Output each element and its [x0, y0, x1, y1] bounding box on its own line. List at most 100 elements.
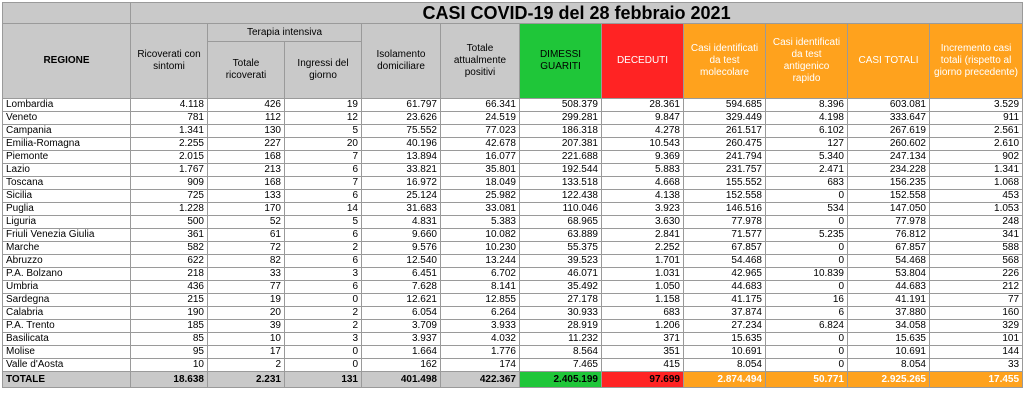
data-cell: 12 — [284, 111, 362, 125]
data-cell: 6.054 — [361, 306, 441, 320]
header-casi-totali: CASI TOTALI — [847, 23, 930, 99]
data-cell: 67.857 — [683, 241, 766, 255]
data-cell: 133.518 — [519, 176, 602, 190]
data-cell: 10 — [207, 332, 285, 346]
total-cell: 422.367 — [440, 371, 520, 388]
region-name: Marche — [2, 241, 131, 255]
region-name: Sardegna — [2, 293, 131, 307]
data-cell: 4.118 — [130, 98, 208, 112]
data-cell: 261.517 — [683, 124, 766, 138]
data-cell: 174 — [440, 358, 520, 372]
data-cell: 35.492 — [519, 280, 602, 294]
region-name: Veneto — [2, 111, 131, 125]
data-cell: 911 — [928, 111, 1024, 125]
data-cell: 508.379 — [519, 98, 602, 112]
total-cell: 17.455 — [928, 371, 1024, 388]
data-cell: 44.683 — [683, 280, 766, 294]
table-row: Calabria 190 20 2 6.054 6.264 30.933 683 37.874 6… — [2, 306, 1024, 320]
data-cell: 4.138 — [601, 189, 684, 203]
header-incremento: Incremento casi totali (rispetto al gior… — [928, 23, 1024, 99]
data-cell: 1.050 — [601, 280, 684, 294]
table-row: Abruzzo 622 82 6 12.540 13.244 39.523 1.701 54.4… — [2, 254, 1024, 268]
data-cell: 34.058 — [847, 319, 930, 333]
total-cell: 401.498 — [361, 371, 441, 388]
data-cell: 15.635 — [847, 332, 930, 346]
data-cell: 162 — [361, 358, 441, 372]
data-cell: 5.883 — [601, 163, 684, 177]
data-cell: 0 — [284, 345, 362, 359]
data-cell: 1.053 — [928, 202, 1024, 216]
total-cell: 131 — [284, 371, 362, 388]
data-cell: 1.031 — [601, 267, 684, 281]
data-cell: 10.691 — [683, 345, 766, 359]
data-cell: 2.610 — [928, 137, 1024, 151]
data-cell: 30.933 — [519, 306, 602, 320]
data-cell: 9.576 — [361, 241, 441, 255]
header-positivi: Totale attualmente positivi — [440, 23, 520, 99]
table-row: Umbria 436 77 6 7.628 8.141 35.492 1.050 44.683 0… — [2, 280, 1024, 294]
data-cell: 7 — [284, 176, 362, 190]
data-cell: 0 — [284, 358, 362, 372]
data-cell: 54.468 — [847, 254, 930, 268]
data-cell: 3.529 — [928, 98, 1024, 112]
data-cell: 6.702 — [440, 267, 520, 281]
data-cell: 260.602 — [847, 137, 930, 151]
data-cell: 6 — [284, 280, 362, 294]
data-cell: 6.824 — [765, 319, 848, 333]
table-row: Valle d'Aosta 10 2 0 162 174 7.465 415 8.054 0 8.0… — [2, 358, 1024, 372]
data-cell: 0 — [765, 332, 848, 346]
total-label: TOTALE — [2, 371, 131, 388]
data-cell: 8.564 — [519, 345, 602, 359]
data-cell: 1.776 — [440, 345, 520, 359]
data-cell: 6.264 — [440, 306, 520, 320]
data-cell: 6 — [284, 254, 362, 268]
data-cell: 415 — [601, 358, 684, 372]
table-row: Toscana 909 168 7 16.972 18.049 133.518 4.668 15… — [2, 176, 1024, 190]
data-cell: 9.660 — [361, 228, 441, 242]
data-cell: 3.937 — [361, 332, 441, 346]
region-name: Emilia-Romagna — [2, 137, 131, 151]
data-cell: 227 — [207, 137, 285, 151]
table-row: Friuli Venezia Giulia 361 61 6 9.660 10.082 63… — [2, 228, 1024, 242]
data-cell: 8.054 — [683, 358, 766, 372]
data-cell: 20 — [207, 306, 285, 320]
covid-table: CASI COVID-19 del 28 febbraio 2021 REGIO… — [2, 2, 1024, 388]
data-cell: 3.933 — [440, 319, 520, 333]
region-name: Lazio — [2, 163, 131, 177]
data-cell: 2.561 — [928, 124, 1024, 138]
data-cell: 39 — [207, 319, 285, 333]
data-cell: 0 — [765, 215, 848, 229]
data-cell: 603.081 — [847, 98, 930, 112]
data-cell: 9.369 — [601, 150, 684, 164]
data-cell: 168 — [207, 176, 285, 190]
region-name: Calabria — [2, 306, 131, 320]
data-cell: 67.857 — [847, 241, 930, 255]
region-name: Abruzzo — [2, 254, 131, 268]
total-cell: 50.771 — [765, 371, 848, 388]
data-cell: 2.471 — [765, 163, 848, 177]
data-cell: 71.577 — [683, 228, 766, 242]
data-cell: 1.228 — [130, 202, 208, 216]
data-cell: 902 — [928, 150, 1024, 164]
data-cell: 61.797 — [361, 98, 441, 112]
table-row: P.A. Bolzano 218 33 3 6.451 6.702 46.071 1.031 4… — [2, 267, 1024, 281]
region-name: Toscana — [2, 176, 131, 190]
data-cell: 2.841 — [601, 228, 684, 242]
table-row: Liguria 500 52 5 4.831 5.383 68.965 3.630 77.978… — [2, 215, 1024, 229]
data-cell: 0 — [765, 189, 848, 203]
table-row: Basilicata 85 10 3 3.937 4.032 11.232 371 15.635… — [2, 332, 1024, 346]
data-cell: 5 — [284, 124, 362, 138]
data-cell: 186.318 — [519, 124, 602, 138]
data-cell: 241.794 — [683, 150, 766, 164]
header-ricoverati: Ricoverati con sintomi — [130, 23, 208, 99]
table-row: Sicilia 725 133 6 25.124 25.982 122.438 4.138 15… — [2, 189, 1024, 203]
data-cell: 147.050 — [847, 202, 930, 216]
data-cell: 155.552 — [683, 176, 766, 190]
title-spacer — [2, 2, 131, 24]
data-cell: 31.683 — [361, 202, 441, 216]
data-cell: 6.451 — [361, 267, 441, 281]
header-regione: REGIONE — [2, 23, 131, 99]
table-row: Emilia-Romagna 2.255 227 20 40.196 42.678 207.… — [2, 137, 1024, 151]
header-molecolare: Casi identificati da test molecolare — [683, 23, 766, 99]
data-cell: 16.077 — [440, 150, 520, 164]
